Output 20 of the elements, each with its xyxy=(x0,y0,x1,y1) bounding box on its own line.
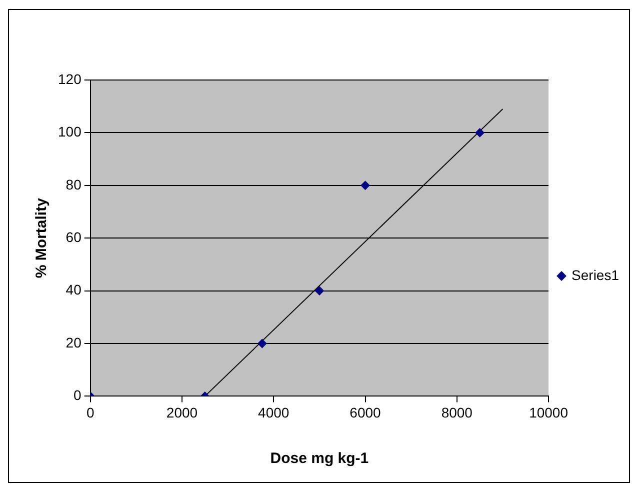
point xyxy=(258,339,267,348)
y-tick-label: 80 xyxy=(66,176,82,192)
point xyxy=(314,286,324,296)
y-tick-label: 40 xyxy=(66,282,82,298)
point xyxy=(360,180,370,190)
point xyxy=(475,128,484,138)
y-tick-label: 0 xyxy=(74,387,82,404)
legend-label: Series1 xyxy=(572,266,620,283)
y-tick-label: 20 xyxy=(66,334,82,350)
x-tick-label: 0 xyxy=(86,404,94,420)
x-tick-label: 6000 xyxy=(350,404,382,420)
x-axis-title: Dose mg kg-1 xyxy=(270,450,369,468)
y-tick-label: 120 xyxy=(58,70,82,87)
y-tick-label: 100 xyxy=(58,124,82,140)
x-tick-label: 2000 xyxy=(166,404,198,420)
y-axis-title: % Mortality xyxy=(33,197,50,278)
y-tick-label: 60 xyxy=(66,228,82,245)
x-tick-label: 10000 xyxy=(529,404,568,420)
x-tick-label: 4000 xyxy=(258,404,290,420)
x-tick-label: 8000 xyxy=(441,404,473,420)
